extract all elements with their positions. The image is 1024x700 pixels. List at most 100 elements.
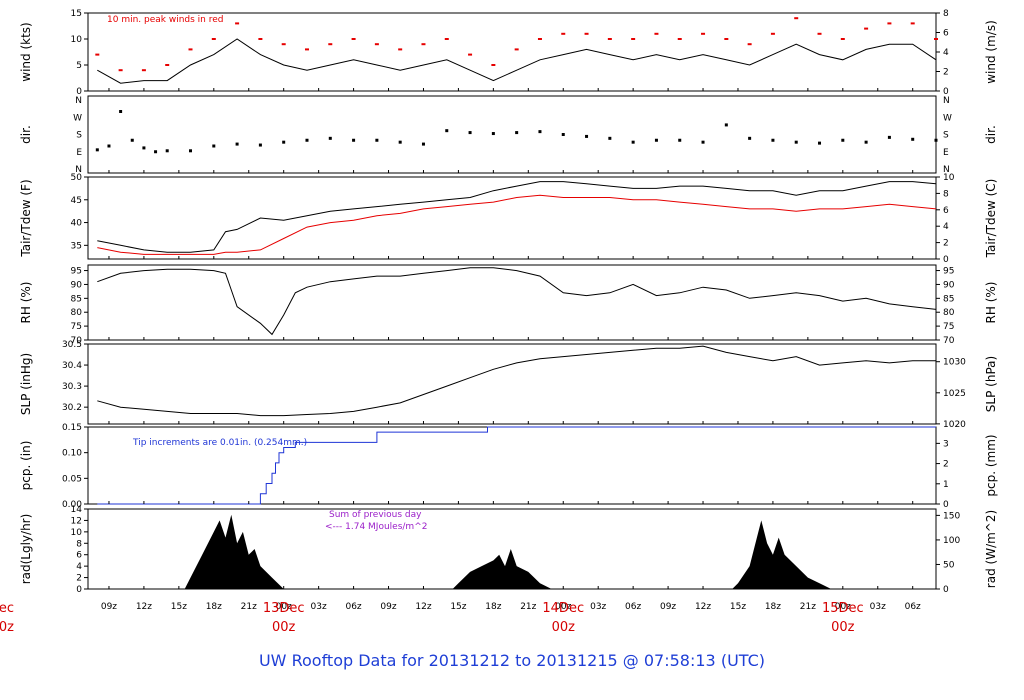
direction-point bbox=[445, 129, 449, 133]
y-tick-label: 4 bbox=[943, 48, 949, 58]
y-tick-label: 2 bbox=[943, 68, 949, 78]
peak-wind-mark bbox=[794, 17, 799, 20]
direction-point bbox=[154, 150, 158, 154]
y-axis-label-right: pcp. (mm) bbox=[984, 434, 998, 496]
y-tick-label: 3 bbox=[943, 439, 949, 449]
peak-wind-mark bbox=[328, 43, 333, 46]
peak-wind-mark bbox=[398, 48, 403, 51]
peak-wind-mark bbox=[537, 38, 542, 40]
y-tick-label: 80 bbox=[71, 308, 83, 318]
peak-wind-mark bbox=[724, 38, 729, 40]
peak-wind-mark bbox=[491, 64, 496, 66]
y-tick-label-right: S bbox=[943, 131, 949, 141]
y-tick-label: 0 bbox=[943, 255, 949, 265]
panel-frame bbox=[87, 264, 937, 341]
y-tick-label: 2 bbox=[943, 239, 949, 249]
y-tick-label: 30.2 bbox=[62, 403, 82, 413]
y-tick-label: 95 bbox=[943, 267, 954, 277]
y-tick-label: 4 bbox=[76, 562, 82, 572]
peak-wind-mark bbox=[95, 53, 100, 56]
peak-wind-mark bbox=[840, 38, 845, 40]
y-tick-label: N bbox=[75, 96, 82, 106]
y-tick-label: 0.10 bbox=[62, 449, 82, 459]
direction-point bbox=[771, 138, 775, 142]
y-tick-label: 90 bbox=[943, 280, 955, 290]
y-tick-label: 30.3 bbox=[62, 382, 82, 392]
y-axis-label: pcp. (in) bbox=[19, 441, 33, 491]
x-tick-label: 03z bbox=[311, 602, 327, 612]
y-tick-label: 6 bbox=[943, 29, 949, 39]
x-tick-label: 21z bbox=[520, 602, 536, 612]
day-label: 12Dec bbox=[0, 601, 14, 616]
direction-point bbox=[585, 134, 589, 138]
direction-point bbox=[375, 138, 379, 142]
peak-wind-mark bbox=[235, 22, 240, 25]
y-tick-label: 4 bbox=[943, 222, 949, 232]
y-tick-label: 30.5 bbox=[62, 340, 82, 350]
peak-wind-mark bbox=[654, 32, 659, 35]
y-tick-label: 35 bbox=[71, 241, 82, 251]
y-tick-label-right: N bbox=[943, 96, 950, 106]
panel-frame bbox=[87, 343, 937, 425]
y-tick-label: 0 bbox=[943, 87, 949, 97]
x-tick-label: 00z bbox=[835, 602, 851, 612]
direction-point bbox=[258, 143, 262, 147]
direction-point bbox=[724, 123, 728, 127]
peak-wind-mark bbox=[351, 38, 356, 40]
tip-increment-note: Tip increments are 0.01in. (0.254mm.) bbox=[132, 438, 307, 448]
radiation-area bbox=[184, 514, 284, 589]
peak-wind-mark bbox=[211, 38, 216, 40]
panel-frame bbox=[87, 95, 937, 174]
page-title: UW Rooftop Data for 20131212 to 20131215… bbox=[259, 651, 765, 670]
direction-point bbox=[142, 146, 146, 150]
x-tick-label: 09z bbox=[101, 602, 117, 612]
peak-wind-mark bbox=[118, 69, 123, 72]
peak-wind-mark bbox=[631, 38, 636, 40]
slp-line bbox=[97, 345, 936, 417]
x-tick-label: 06z bbox=[625, 602, 641, 612]
peak-wind-mark bbox=[584, 32, 589, 35]
y-tick-label: 2 bbox=[76, 574, 82, 584]
direction-point bbox=[887, 135, 891, 139]
direction-point bbox=[748, 136, 752, 140]
y-tick-label: 10 bbox=[71, 528, 83, 538]
y-tick-label: 8 bbox=[76, 539, 82, 549]
x-tick-label: 12z bbox=[415, 602, 431, 612]
y-tick-label: 14 bbox=[71, 505, 83, 515]
peak-wind-mark bbox=[444, 38, 449, 40]
y-tick-label-right: W bbox=[943, 113, 952, 123]
y-tick-label: 6 bbox=[943, 206, 949, 216]
day-label: 15Dec bbox=[822, 601, 864, 616]
y-tick-label: 75 bbox=[71, 322, 82, 332]
y-tick-label: 12 bbox=[71, 516, 82, 526]
air-temperature-line bbox=[97, 181, 937, 253]
day-hour-label: 00z bbox=[272, 620, 296, 635]
peak-wind-mark bbox=[165, 64, 170, 66]
direction-point bbox=[631, 140, 635, 144]
day-hour-label: 00z bbox=[0, 620, 14, 635]
y-axis-label-right: Tair/Tdew (C) bbox=[984, 179, 998, 259]
x-tick-label: 15z bbox=[171, 602, 187, 612]
y-tick-label: 45 bbox=[71, 196, 82, 206]
wind-line bbox=[97, 38, 937, 84]
peak-wind-mark bbox=[561, 32, 566, 35]
panel-frame bbox=[87, 176, 937, 260]
y-axis-label: dir. bbox=[19, 125, 33, 144]
rh-line bbox=[97, 267, 937, 336]
y-tick-label-right: E bbox=[943, 148, 949, 158]
peak-wind-mark bbox=[934, 38, 938, 40]
radiation-area bbox=[452, 549, 552, 589]
peak-wind-mark bbox=[188, 48, 193, 51]
x-tick-label: 12z bbox=[695, 602, 711, 612]
direction-point bbox=[561, 133, 565, 136]
y-tick-label: 0.15 bbox=[62, 423, 82, 433]
y-tick-label: 1 bbox=[943, 480, 949, 490]
peak-wind-mark bbox=[281, 43, 286, 46]
y-axis-label-right: wind (m/s) bbox=[984, 20, 998, 84]
y-tick-label: 2 bbox=[943, 460, 949, 470]
y-axis-label: rad(Lgly/hr) bbox=[19, 514, 33, 585]
x-tick-label: 15z bbox=[730, 602, 746, 612]
x-tick-label: 15z bbox=[450, 602, 466, 612]
y-tick-label: 85 bbox=[943, 294, 954, 304]
